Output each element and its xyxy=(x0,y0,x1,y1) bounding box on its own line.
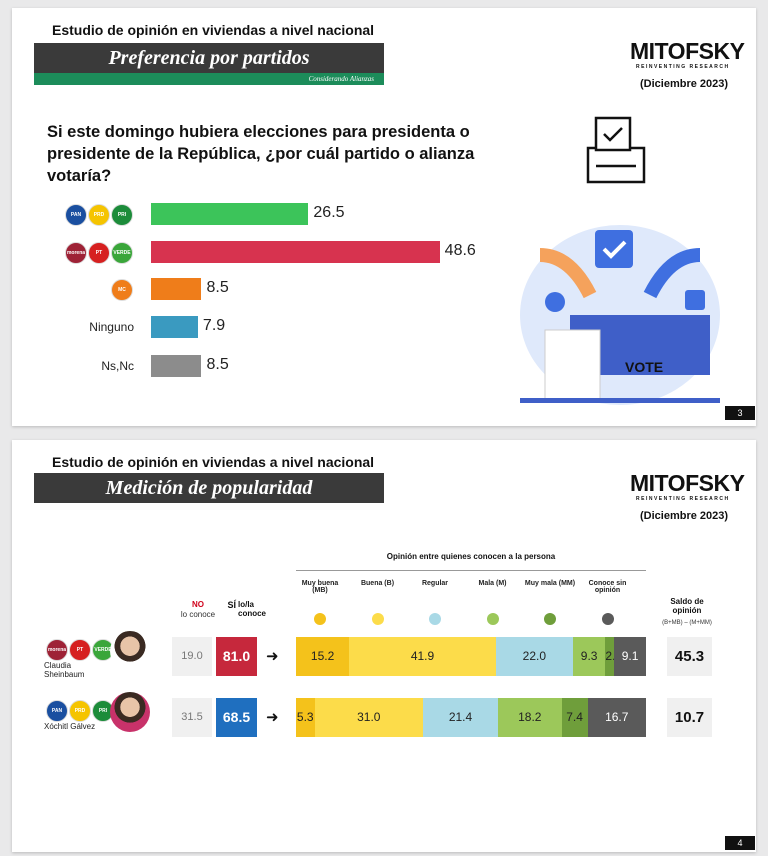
person-name: Claudia Sheinbaum xyxy=(44,661,85,679)
value-label: 26.5 xyxy=(313,204,345,221)
party-logo: PT xyxy=(69,639,91,661)
legend-dot xyxy=(544,613,556,625)
vote-illustration: VOTE xyxy=(520,225,720,405)
si-header: SÍ xyxy=(227,600,236,610)
slide: Estudio de opinión en viviendas a nivel … xyxy=(12,8,756,426)
subtitle: Considerando Alianzas xyxy=(34,73,384,85)
party-logo: PAN xyxy=(46,700,68,722)
bar xyxy=(151,355,202,377)
bar xyxy=(151,316,198,338)
legend-dot xyxy=(429,613,441,625)
rule xyxy=(296,570,646,571)
si-conoce: 81.0 xyxy=(216,637,257,676)
value-label: 48.6 xyxy=(444,242,476,259)
brand-tag: REINVENTING RESEARCH xyxy=(636,64,730,70)
arrow: ➜ xyxy=(266,648,279,665)
value-label: 7.9 xyxy=(202,317,226,334)
photo xyxy=(110,692,150,732)
legend-label: Muy mala (MM) xyxy=(524,580,576,587)
date: (Diciembre 2023) xyxy=(640,78,729,90)
stack-segment: 9.3 xyxy=(572,637,606,676)
slide: Estudio de opinión en viviendas a nivel … xyxy=(12,440,756,852)
saldo: 45.3 xyxy=(667,637,712,676)
header: Estudio de opinión en viviendas a nivel … xyxy=(52,454,375,470)
legend-dot xyxy=(371,613,384,625)
stack-segment: 21.4 xyxy=(423,698,498,737)
party-logo: PRI xyxy=(111,204,133,226)
si-conoce: 68.5 xyxy=(216,698,257,737)
no-header: NO xyxy=(192,600,204,609)
no-conoce: 19.0 xyxy=(172,637,212,676)
stack-segment: 7.4 xyxy=(561,698,588,737)
stack-segment: 5.3 xyxy=(296,698,315,737)
value-label: 8.5 xyxy=(206,279,229,296)
party-logo: morena xyxy=(46,639,68,661)
vote-text: VOTE xyxy=(625,359,663,375)
legend-dot xyxy=(314,613,326,625)
slide-title: Preferencia por partidos xyxy=(34,43,384,73)
party-logo: PRD xyxy=(69,700,91,722)
person-name: Xóchitl Gálvez xyxy=(44,722,96,731)
arrow: ➜ xyxy=(266,709,279,726)
brand: MITOFSKY xyxy=(630,470,745,496)
party-logo: PRD xyxy=(88,204,110,226)
party-logo: morena xyxy=(65,242,87,264)
party-logo: VERDE xyxy=(111,242,133,264)
saldo-formula: (B+MB) – (M+MM) xyxy=(662,620,712,626)
question: Si este domingo hubiera elecciones para … xyxy=(47,123,475,185)
stack-segment: 16.7 xyxy=(587,698,646,737)
bar xyxy=(151,241,440,263)
legend-dot xyxy=(486,613,499,625)
bar xyxy=(151,203,309,225)
value-label: 8.5 xyxy=(206,356,229,373)
stack-segment: 18.2 xyxy=(497,698,562,737)
stack-segment: 22.0 xyxy=(495,637,573,676)
party-logo: MC xyxy=(111,279,133,301)
header: Estudio de opinión en viviendas a nivel … xyxy=(52,22,375,38)
si-sub: lo/la conoce xyxy=(238,600,267,618)
brand: MITOFSKY xyxy=(630,38,745,64)
slide-title: Medición de popularidad xyxy=(34,473,384,503)
saldo: 10.7 xyxy=(667,698,712,737)
saldo-header: Saldo de opinión xyxy=(670,597,704,615)
party-logo: PT xyxy=(88,242,110,264)
stack-segment: 2.5 xyxy=(605,637,622,676)
photo xyxy=(110,631,150,671)
date: (Diciembre 2023) xyxy=(640,510,729,522)
brand-tag: REINVENTING RESEARCH xyxy=(636,496,730,502)
legend-label: Muy buena (MB) xyxy=(301,580,339,594)
stack-segment: 9.1 xyxy=(614,637,646,676)
stack-segment: 41.9 xyxy=(349,637,496,676)
legend-label: Mala (M) xyxy=(478,580,507,587)
no-sub: lo conoce xyxy=(180,610,216,619)
stack-segment: 15.2 xyxy=(296,637,350,676)
page-number: 3 xyxy=(725,406,755,420)
party-logo: PAN xyxy=(65,204,87,226)
stack-segment: 31.0 xyxy=(314,698,424,737)
category-label: Ns,Nc xyxy=(101,359,134,373)
legend-dot xyxy=(601,613,614,625)
bar xyxy=(151,278,202,300)
legend-label: Buena (B) xyxy=(360,580,395,587)
legend-label: Regular xyxy=(421,580,449,587)
legend-label: Conoce sin opinión xyxy=(588,580,627,594)
category-label: Ninguno xyxy=(89,320,134,334)
page-number: 4 xyxy=(725,836,755,850)
ballot-icon xyxy=(586,116,646,184)
no-conoce: 31.5 xyxy=(172,698,212,737)
chart-title: Opinión entre quienes conocen a la perso… xyxy=(386,552,556,561)
